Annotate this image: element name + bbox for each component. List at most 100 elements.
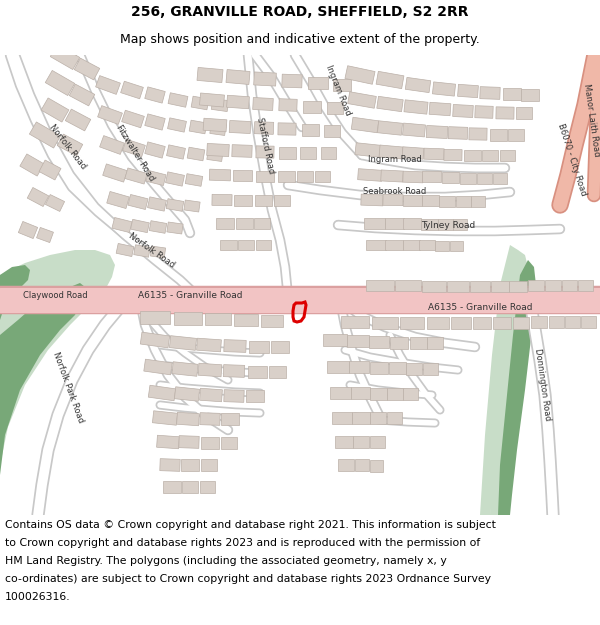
Bar	[227, 95, 250, 109]
Bar	[372, 317, 398, 329]
Bar	[480, 87, 500, 99]
Bar	[329, 387, 350, 399]
Bar	[69, 84, 95, 106]
Bar	[581, 316, 595, 328]
Bar	[452, 104, 473, 118]
Bar	[65, 109, 91, 131]
Text: 100026316.: 100026316.	[5, 592, 71, 602]
Bar	[122, 139, 145, 157]
Bar	[125, 168, 147, 184]
Bar	[216, 217, 234, 229]
Bar	[366, 279, 394, 291]
Bar	[134, 245, 150, 258]
Bar	[352, 412, 370, 424]
Bar	[482, 149, 498, 161]
Bar	[271, 341, 289, 353]
Polygon shape	[0, 283, 85, 515]
Bar	[376, 71, 404, 89]
Bar	[238, 240, 254, 250]
Bar	[246, 390, 264, 402]
Bar	[358, 169, 382, 181]
Bar	[395, 279, 421, 291]
Bar	[464, 149, 481, 161]
Bar	[27, 188, 49, 206]
Bar	[168, 92, 188, 108]
Bar	[341, 316, 369, 328]
Bar	[297, 171, 313, 181]
Bar	[234, 314, 258, 326]
Bar	[46, 194, 65, 211]
Bar	[187, 148, 205, 161]
Bar	[429, 102, 451, 116]
Bar	[422, 281, 446, 291]
Bar	[197, 338, 221, 352]
Bar	[364, 217, 385, 229]
Bar	[140, 311, 170, 324]
Bar	[95, 76, 121, 94]
Bar	[422, 363, 437, 375]
Text: to Crown copyright and database rights 2023 and is reproduced with the permissio: to Crown copyright and database rights 2…	[5, 538, 480, 548]
Bar	[406, 363, 422, 375]
Bar	[475, 106, 493, 118]
Bar	[157, 435, 179, 449]
Bar	[491, 281, 509, 291]
Bar	[448, 127, 468, 139]
Bar	[381, 170, 403, 182]
Bar	[146, 171, 166, 186]
Bar	[167, 118, 187, 132]
Text: Donnington Road: Donnington Road	[533, 348, 553, 422]
Bar	[205, 313, 231, 325]
Text: co-ordinates) are subject to Crown copyright and database rights 2023 Ordnance S: co-ordinates) are subject to Crown copyr…	[5, 574, 491, 584]
Bar	[221, 437, 237, 449]
Bar	[166, 172, 184, 186]
Bar	[351, 118, 379, 132]
Bar	[437, 219, 452, 229]
Bar	[128, 194, 148, 209]
Bar	[184, 200, 200, 212]
Bar	[256, 240, 271, 250]
Bar	[201, 437, 219, 449]
Bar	[503, 88, 521, 100]
Bar	[256, 146, 274, 158]
Bar	[224, 339, 246, 352]
Bar	[516, 107, 532, 119]
Bar	[191, 96, 209, 110]
Bar	[577, 279, 593, 291]
Bar	[282, 74, 302, 88]
Bar	[200, 412, 220, 426]
Bar	[248, 366, 266, 378]
Bar	[471, 196, 485, 206]
Bar	[209, 169, 230, 181]
Bar	[145, 114, 165, 130]
Bar	[234, 194, 252, 206]
Bar	[160, 459, 180, 471]
Bar	[347, 335, 369, 347]
Bar	[513, 317, 529, 329]
Bar	[182, 481, 198, 493]
Bar	[458, 84, 478, 98]
Bar	[324, 125, 340, 137]
Bar	[531, 316, 547, 328]
Bar	[327, 102, 343, 114]
Bar	[403, 194, 421, 206]
Bar	[442, 171, 458, 182]
Bar	[370, 460, 383, 472]
Bar	[277, 171, 295, 181]
Bar	[233, 171, 253, 182]
Bar	[254, 122, 274, 134]
Bar	[545, 279, 561, 291]
Bar	[355, 142, 381, 158]
Polygon shape	[480, 245, 522, 515]
Bar	[385, 217, 404, 229]
Bar	[447, 281, 469, 291]
Bar	[149, 221, 167, 233]
Bar	[419, 240, 435, 250]
Bar	[256, 171, 274, 181]
Bar	[370, 362, 388, 374]
Bar	[107, 191, 129, 209]
Bar	[460, 173, 476, 184]
Polygon shape	[0, 250, 115, 515]
Bar	[302, 124, 319, 136]
Bar	[37, 228, 53, 242]
Bar	[308, 77, 328, 89]
